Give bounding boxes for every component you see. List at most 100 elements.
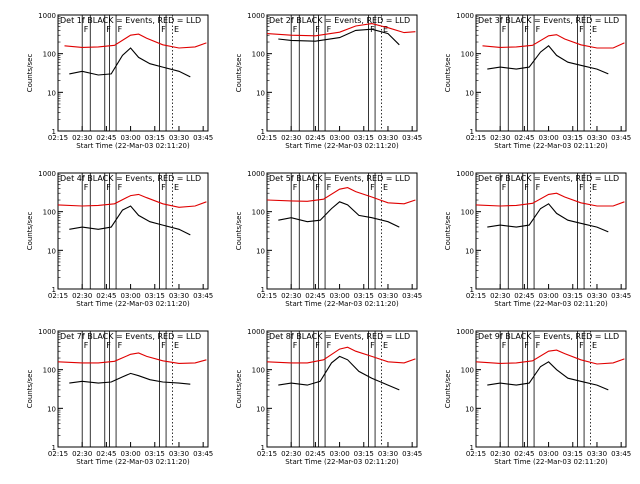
y-tick-label: 1 (470, 128, 474, 136)
x-tick-label: 02:30 (281, 450, 301, 458)
y-tick-label: 10 (465, 405, 474, 413)
interval-marker-label: F (315, 341, 320, 350)
x-tick-label: 02:30 (490, 450, 510, 458)
y-tick-label: 1 (52, 286, 56, 294)
x-tick-label: 02:45 (96, 292, 116, 300)
y-tick-label: 1 (52, 444, 56, 452)
chart-title: Det 8f BLACK = Events, RED = LLD (269, 332, 410, 341)
y-tick-label: 100 (43, 367, 56, 375)
interval-marker-label: F (293, 341, 298, 350)
interval-marker-label: E (592, 183, 597, 192)
x-axis-label: Start Time (22-Mar-03 02:11:20) (76, 458, 190, 466)
chart-title: Det 9f BLACK = Events, RED = LLD (478, 332, 619, 341)
interval-marker-label: F (118, 25, 123, 34)
x-tick-label: 02:30 (281, 134, 301, 142)
interval-marker-label: F (293, 183, 298, 192)
interval-marker-label: F (106, 341, 111, 350)
y-tick-label: 100 (43, 209, 56, 217)
interval-marker-label: F (84, 341, 89, 350)
x-axis-label: Start Time (22-Mar-03 02:11:20) (76, 142, 190, 150)
y-tick-label: 100 (461, 367, 474, 375)
y-tick-label: 10 (47, 405, 56, 413)
x-tick-label: 03:15 (145, 450, 165, 458)
x-tick-label: 03:00 (120, 450, 140, 458)
series-line-lld (475, 349, 625, 365)
interval-marker-label: E (383, 25, 388, 34)
series-line-events (278, 355, 400, 391)
x-tick-label: 02:45 (305, 134, 325, 142)
x-tick-label: 03:15 (354, 134, 374, 142)
x-tick-label: 02:45 (96, 450, 116, 458)
x-tick-label: 02:15 (466, 292, 486, 300)
chart-title: Det 6f BLACK = Events, RED = LLD (478, 174, 619, 183)
interval-marker-label: F (579, 25, 584, 34)
y-tick-label: 1000 (38, 12, 56, 20)
series-line-events (69, 372, 191, 385)
series-line-lld (57, 352, 207, 364)
x-tick-label: 03:45 (402, 292, 422, 300)
x-tick-label: 02:45 (514, 292, 534, 300)
interval-marker-label: E (383, 183, 388, 192)
series-line-events (69, 205, 191, 236)
interval-marker-label: F (161, 341, 166, 350)
x-tick-label: 02:15 (466, 134, 486, 142)
plot-frame (266, 330, 418, 448)
chart-panel-8: Det 8f BLACK = Events, RED = LLD 1 10 100 10… (235, 328, 422, 466)
x-tick-label: 03:45 (611, 134, 631, 142)
x-tick-label: 03:30 (587, 450, 607, 458)
y-tick-label: 1 (261, 286, 265, 294)
series-line-lld (475, 192, 625, 207)
y-tick-label: 100 (252, 51, 265, 59)
x-tick-label: 02:15 (257, 292, 277, 300)
x-tick-label: 03:45 (402, 450, 422, 458)
chart-title: Det 7f BLACK = Events, RED = LLD (60, 332, 201, 341)
plot-frame (266, 14, 418, 132)
interval-marker-label: F (370, 341, 375, 350)
y-tick-label: 1 (52, 128, 56, 136)
y-tick-label: 10 (465, 247, 474, 255)
x-tick-label: 03:30 (587, 292, 607, 300)
interval-marker-label: F (161, 25, 166, 34)
x-axis-label: Start Time (22-Mar-03 02:11:20) (285, 142, 399, 150)
interval-marker-label: F (536, 183, 541, 192)
interval-marker-label: E (174, 25, 179, 34)
x-tick-label: 03:00 (538, 292, 558, 300)
interval-marker-label: F (327, 183, 332, 192)
x-tick-label: 03:00 (329, 292, 349, 300)
chart-panel-1: Det 1f BLACK = Events, RED = LLD 1 10 100 10… (26, 12, 213, 150)
plot-frame (475, 330, 627, 448)
chart-panel-4: Det 4f BLACK = Events, RED = LLD 1 10 100 10… (26, 170, 213, 308)
y-tick-label: 10 (256, 405, 265, 413)
x-tick-label: 02:30 (72, 450, 92, 458)
x-tick-label: 02:30 (490, 134, 510, 142)
x-tick-label: 03:30 (378, 134, 398, 142)
x-tick-label: 02:45 (305, 292, 325, 300)
x-tick-label: 03:45 (193, 450, 213, 458)
y-axis-label: Counts/sec (235, 54, 243, 93)
plot-frame (57, 172, 209, 290)
y-tick-label: 1 (470, 444, 474, 452)
interval-marker-label: F (84, 25, 89, 34)
x-axis-label: Start Time (22-Mar-03 02:11:20) (494, 142, 608, 150)
x-tick-label: 03:30 (169, 292, 189, 300)
series-line-lld (266, 23, 416, 37)
series-line-events (278, 201, 400, 228)
x-tick-label: 03:30 (587, 134, 607, 142)
interval-marker-label: F (315, 25, 320, 34)
x-axis-label: Start Time (22-Mar-03 02:11:20) (494, 458, 608, 466)
y-axis-label: Counts/sec (26, 370, 34, 409)
x-tick-label: 03:45 (193, 134, 213, 142)
interval-marker-label: F (161, 183, 166, 192)
plot-frame (57, 14, 209, 132)
y-axis-label: Counts/sec (235, 212, 243, 251)
series-line-lld (64, 33, 207, 49)
x-tick-label: 03:15 (354, 450, 374, 458)
series-line-events (487, 45, 609, 75)
series-line-events (278, 28, 400, 46)
x-tick-label: 02:15 (257, 134, 277, 142)
interval-marker-label: F (106, 25, 111, 34)
x-tick-label: 03:45 (193, 292, 213, 300)
interval-marker-label: E (383, 341, 388, 350)
